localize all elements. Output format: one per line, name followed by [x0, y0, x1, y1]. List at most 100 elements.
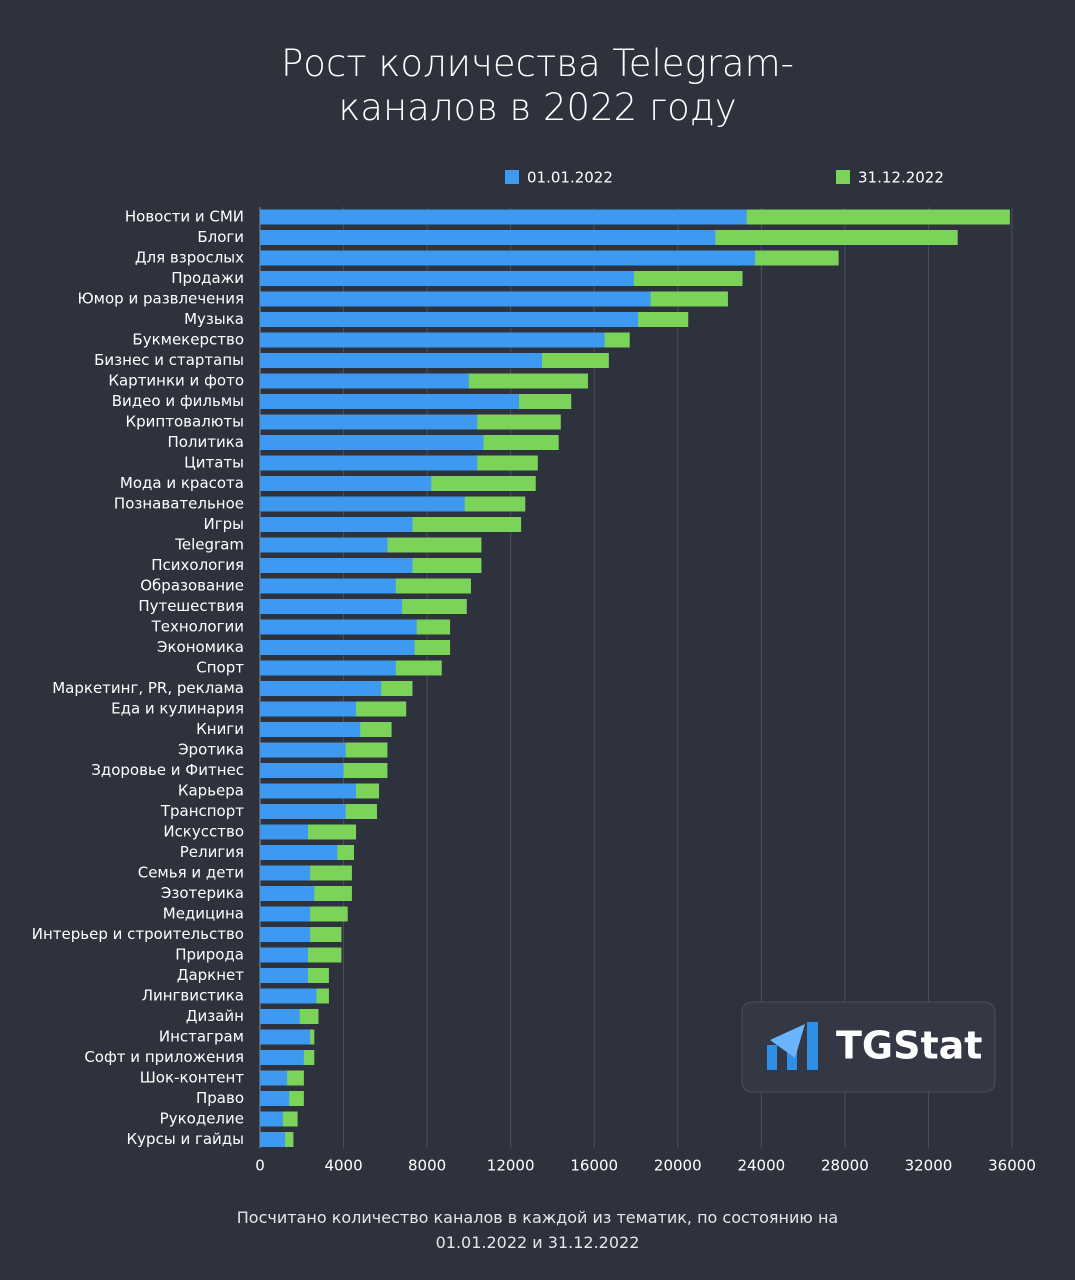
bar: [260, 578, 396, 594]
logo-text: TGStat: [836, 1024, 982, 1068]
bar: [260, 271, 634, 286]
y-tick-label: Продажи: [171, 269, 244, 287]
y-tick-label: Маркетинг, PR, реклама: [52, 679, 244, 697]
x-tick-label: 36000: [988, 1157, 1036, 1175]
y-tick-label: Технологии: [151, 618, 244, 636]
y-tick-label: Даркнет: [177, 966, 245, 984]
x-tick-label: 4000: [324, 1157, 362, 1175]
y-tick-label: Спорт: [196, 659, 244, 677]
bar: [260, 1009, 300, 1024]
y-tick-label: Инстаграм: [159, 1028, 244, 1046]
legend-label: 31.12.2022: [858, 169, 944, 187]
y-tick-label: Психология: [151, 556, 244, 574]
bar: [260, 824, 309, 840]
bar: [260, 599, 403, 614]
legend-label: 01.01.2022: [527, 169, 613, 187]
bar: [260, 886, 315, 901]
y-tick-label: Новости и СМИ: [125, 208, 244, 226]
footnote: Посчитано количество каналов в каждой из…: [236, 1208, 839, 1252]
y-tick-label: Игры: [204, 515, 244, 533]
legend-swatch: [505, 170, 519, 184]
x-tick-label: 0: [255, 1157, 265, 1175]
bar: [260, 1091, 290, 1106]
y-tick-label: Дизайн: [186, 1007, 244, 1025]
bar: [260, 476, 432, 491]
y-tick-label: Рукоделие: [160, 1110, 244, 1128]
chart: 0 4000 8000 12000 16000 20000 24000 28000 32000 3…: [32, 169, 1036, 1175]
bar: [260, 968, 309, 983]
bar: [260, 988, 317, 1004]
y-tick-label: Картинки и фото: [108, 372, 244, 390]
bar: [260, 332, 605, 348]
bar: [260, 681, 382, 696]
bar: [260, 517, 413, 532]
bar: [260, 640, 415, 655]
y-tick-label: Путешествия: [138, 597, 244, 615]
bar: [260, 1050, 304, 1065]
y-tick-label: Право: [196, 1089, 244, 1107]
bar: [260, 455, 478, 471]
y-tick-label: Карьера: [178, 782, 244, 800]
bar: [260, 394, 520, 409]
y-tick-label: Книги: [196, 720, 244, 738]
chart-title: Рост количества Telegram-каналов в 2022 …: [281, 42, 794, 129]
logo-box: [741, 1001, 996, 1093]
bar: [260, 906, 311, 922]
y-tick-label: Природа: [175, 946, 244, 964]
x-tick-label: 28000: [821, 1157, 869, 1175]
y-tick-label: Интерьер и строительство: [32, 925, 244, 943]
bar: [260, 804, 346, 819]
bar: [260, 353, 542, 368]
y-tick-label: Мода и красота: [120, 474, 244, 492]
x-tick-label: 20000: [654, 1157, 702, 1175]
bar: [260, 947, 309, 963]
bar: [260, 927, 311, 942]
y-tick-label: Познавательное: [114, 495, 244, 513]
y-tick-label: Политика: [167, 433, 244, 451]
bar: [260, 558, 413, 573]
y-tick-label: Эзотерика: [161, 884, 244, 902]
y-tick-label: Семья и дети: [138, 864, 244, 882]
y-tick-label: Блоги: [197, 228, 244, 246]
bar: [260, 701, 357, 717]
y-tick-label: Религия: [180, 843, 244, 861]
y-tick-label: Букмекерство: [132, 331, 244, 349]
y-tick-label: Лингвистика: [142, 987, 244, 1005]
y-tick-label: Шок-контент: [140, 1069, 245, 1087]
y-tick-label: Цитаты: [184, 454, 244, 472]
y-tick-label: Софт и приложения: [84, 1048, 244, 1066]
y-tick-label: Медицина: [163, 905, 244, 923]
logo-icon: [770, 1024, 805, 1058]
bar: [260, 537, 388, 553]
bar: [260, 865, 311, 881]
bar: [260, 783, 357, 799]
bar: [260, 435, 484, 450]
y-tick-label: Бизнес и стартапы: [94, 351, 244, 369]
bar: [260, 1132, 286, 1147]
bar: [260, 1029, 311, 1045]
bar: [260, 230, 716, 245]
y-tick-label: Экономика: [157, 638, 244, 656]
bar: [260, 414, 478, 430]
y-tick-label: Здоровье и Фитнес: [91, 761, 244, 779]
y-tick-label: Транспорт: [160, 802, 244, 820]
bar: [260, 291, 651, 307]
y-tick-label: Криптовалюты: [126, 413, 244, 431]
y-tick-label: Для взрослых: [135, 249, 244, 267]
bar: [260, 1111, 283, 1127]
y-tick-label: Еда и кулинария: [111, 700, 244, 718]
bar: [260, 742, 346, 758]
x-tick-label: 16000: [570, 1157, 618, 1175]
logo-icon: [767, 1045, 777, 1070]
y-tick-label: Образование: [140, 577, 244, 595]
bar: [260, 845, 338, 860]
x-tick-label: 8000: [408, 1157, 446, 1175]
title-box: Рост количества Telegram-каналов в 2022 …: [0, 42, 1075, 130]
bar: [260, 660, 396, 676]
x-tick-label: 12000: [487, 1157, 535, 1175]
bar: [260, 722, 361, 737]
bar: [260, 209, 747, 225]
y-tick-label: Искусство: [163, 823, 244, 841]
bar: [260, 1070, 288, 1086]
